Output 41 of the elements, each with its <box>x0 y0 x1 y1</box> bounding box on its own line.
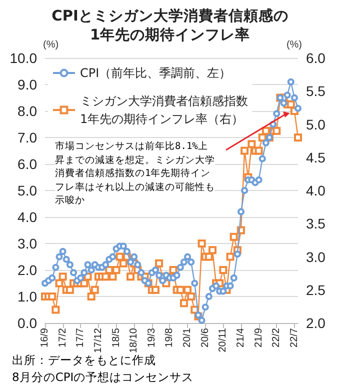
y-tick-label: 6.0 <box>18 156 38 172</box>
text: 出所：データをもとに作成 <box>12 352 157 369</box>
y-tick-label: 0.0 <box>18 315 38 331</box>
x-tick-label: 18/5 <box>110 328 122 348</box>
x-tick-label: 17/12 <box>92 328 104 354</box>
x-tick-label: 17/2 <box>57 328 68 348</box>
y2-tick-label: 3.5 <box>306 216 326 232</box>
y-tick-label: 5.0 <box>18 182 38 198</box>
x-tick-label: 22/2 <box>271 328 282 348</box>
y2-tick-label: 5.5 <box>306 83 326 100</box>
y-tick-label: 1.0 <box>18 288 38 304</box>
annotation: 市場コンセンサスは前年比8.1%上昇までの減速を想定。ミシガン大学消費者信頼感指数の1年先期待インフレ率はそれ以上の減速の可能性も示唆か <box>55 140 215 208</box>
x-tick-label: 20/1 <box>182 328 194 348</box>
y2-tick-label: 3.0 <box>306 248 326 265</box>
y-tick-label: 4.0 <box>18 209 38 225</box>
x-tick-label: 17/7 <box>75 328 86 348</box>
x-tick-label: 21/9 <box>253 328 264 348</box>
y-tick-label: 3.0 <box>18 236 38 252</box>
y2-tick-label: 4.5 <box>306 149 326 166</box>
y2-tick-label: 2.5 <box>306 282 326 298</box>
y-tick-label: 9.0 <box>18 76 38 92</box>
text: 8月分のCPIの予想はコンセンサス <box>12 369 194 386</box>
y-tick-label: 8.0 <box>18 103 38 119</box>
y2-tick-label: 2.0 <box>306 315 326 331</box>
y2-axis-title: (%) <box>286 40 302 50</box>
x-tick-label: 20/6 <box>200 328 211 348</box>
y-tick-label: 7.0 <box>18 130 38 146</box>
legend-label: CPI（前年比、季調前、左） <box>80 66 232 80</box>
y-tick-label: 2.0 <box>18 262 38 278</box>
x-tick-label: 18/10 <box>128 328 140 354</box>
x-tick-label: 21/4 <box>235 328 246 348</box>
y-tick-label: 10.0 <box>10 50 38 66</box>
y2-tick-label: 5.0 <box>306 116 326 132</box>
x-tick-label: 16/9 <box>40 328 50 348</box>
x-tick-label: 22/7 <box>288 328 300 348</box>
x-tick-label: 20/11 <box>218 328 229 352</box>
legend-label: ミシガン大学消費者信頼感指数 1年先の期待インフレ率（右） <box>80 94 248 126</box>
x-tick-label: 19/8 <box>164 328 176 348</box>
y2-tick-label: 4.0 <box>306 182 326 198</box>
y2-tick-label: 6.0 <box>306 50 326 66</box>
x-tick-label: 19/3 <box>146 328 158 348</box>
